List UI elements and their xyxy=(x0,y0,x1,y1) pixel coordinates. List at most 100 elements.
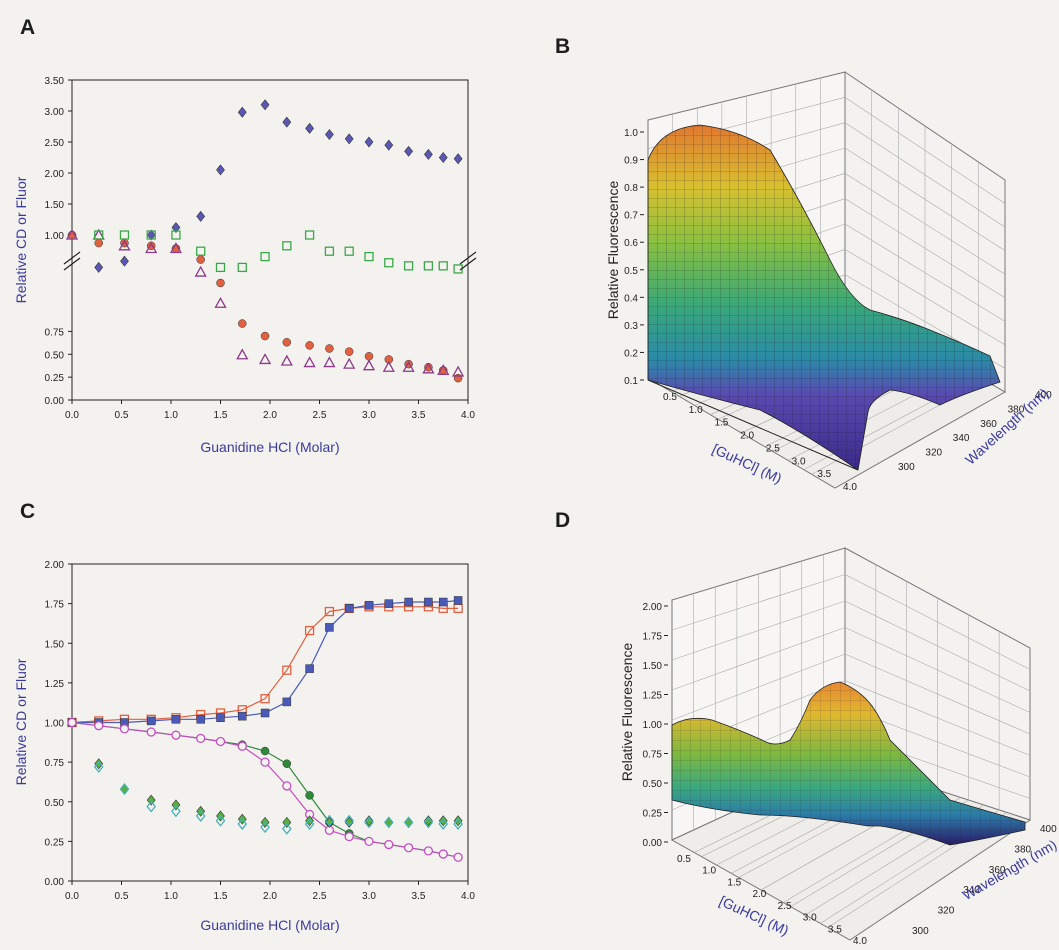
chart-c-point-s3 xyxy=(260,757,270,767)
chart-c-point-s1 xyxy=(424,597,433,607)
chart-a-point-s3 xyxy=(344,246,354,256)
chart-b: 0.1 0.2 0.3 0.4 0.5 0.6 0.7 0.8 0.9 1.0 0.5 1.0 1.5… xyxy=(605,71,1052,493)
chart-d-x-tick: 1.5 xyxy=(727,877,741,888)
chart-a-frame xyxy=(71,79,469,401)
chart-a-point-s0 xyxy=(120,255,129,267)
chart-c-point-s5 xyxy=(438,817,449,830)
chart-a-point-s0 xyxy=(364,136,374,148)
chart-a-point-s3 xyxy=(119,230,130,240)
chart-c-point-s4 xyxy=(424,815,433,827)
chart-a-point-s2 xyxy=(280,354,293,366)
chart-c-point-s4 xyxy=(282,816,292,828)
chart-a-y-tick: 0.25 xyxy=(45,373,65,384)
chart-c-point-s2 xyxy=(305,791,314,800)
chart-b-z-tick: 0.5 xyxy=(624,266,638,277)
axis-break-right xyxy=(459,251,477,271)
chart-a-point-s0 xyxy=(344,133,354,145)
chart-c-point-s1 xyxy=(282,697,292,707)
chart-a-point-s2 xyxy=(65,228,79,240)
chart-a-point-s0 xyxy=(216,164,225,176)
chart-c-x-tick: 0.0 xyxy=(65,891,79,902)
chart-d-y-tick: 360 xyxy=(989,865,1006,876)
chart-c-point-s1 xyxy=(325,623,334,632)
chart-a-x-tick: 2.0 xyxy=(263,410,277,421)
chart-c-point-s5 xyxy=(237,817,248,830)
chart-c-point-s4 xyxy=(438,815,448,827)
chart-a-point-s2 xyxy=(303,356,316,368)
chart-a-point-s1 xyxy=(216,278,225,288)
chart-a-y-tick: 1.00 xyxy=(45,231,65,242)
chart-b-y-tick: 400 xyxy=(1035,390,1052,401)
chart-a-point-s0 xyxy=(260,99,270,111)
chart-a-point-s2 xyxy=(422,362,435,374)
chart-c-point-s4 xyxy=(404,816,413,828)
chart-a-point-s0 xyxy=(94,261,104,273)
chart-c-point-s1 xyxy=(196,715,205,724)
chart-c-x-tick: 3.5 xyxy=(412,891,426,902)
chart-c-point-s3 xyxy=(364,836,374,847)
chart-a-point-s0 xyxy=(146,229,156,241)
chart-a-point-s2 xyxy=(451,365,465,377)
chart-c-x-tick: 2.0 xyxy=(263,891,277,902)
chart-d-x-tick: 2.5 xyxy=(778,901,792,912)
chart-b-y-tick: 300 xyxy=(898,462,915,473)
chart-a-point-s2 xyxy=(236,348,249,360)
chart-b-x-tick: 2.5 xyxy=(766,443,780,454)
chart-a-point-s3 xyxy=(215,262,226,273)
chart-c-point-s4 xyxy=(94,758,104,770)
chart-c-point-s1 xyxy=(238,711,247,721)
chart-c-point-s1 xyxy=(260,708,270,718)
chart-a-point-s0 xyxy=(282,116,292,128)
chart-b-y-tick: 380 xyxy=(1008,404,1025,415)
chart-a-point-s3 xyxy=(423,261,434,271)
chart-d-z-label: Relative Fluorescence xyxy=(619,643,635,782)
chart-c-y-tick: 1.00 xyxy=(45,719,65,730)
chart-a-point-s3 xyxy=(146,230,156,240)
chart-c-point-s4 xyxy=(120,783,129,795)
chart-c-y-tick: 1.75 xyxy=(45,600,65,611)
chart-c-point-s5 xyxy=(403,816,414,829)
chart-b-x-tick: 3.0 xyxy=(792,456,806,467)
chart-c-point-s1 xyxy=(364,600,374,610)
chart-c-point-s4 xyxy=(344,816,354,828)
chart-c-x-tick: 0.5 xyxy=(115,891,129,902)
chart-d-y-tick: 400 xyxy=(1040,824,1057,835)
chart-a-point-s3 xyxy=(438,261,448,271)
chart-a-point-s0 xyxy=(404,145,413,157)
chart-c-point-s3 xyxy=(384,839,394,850)
chart-a-point-s2 xyxy=(118,239,131,251)
chart-c-point-s3 xyxy=(423,846,434,856)
chart-c-series-line-2 xyxy=(71,721,459,858)
chart-a-y-tick: 2.00 xyxy=(45,169,65,180)
chart-b-x-tick: 1.5 xyxy=(714,418,728,429)
chart-d-y-tick: 320 xyxy=(938,906,955,917)
chart-a-point-s3 xyxy=(364,251,374,262)
chart-a-point-s0 xyxy=(438,152,448,163)
chart-b-z-tick: 0.3 xyxy=(624,321,638,332)
chart-b-z-tick: 0.1 xyxy=(624,376,638,387)
chart-c-x-tick: 4.0 xyxy=(461,891,475,902)
chart-c-point-s3 xyxy=(119,724,130,734)
chart-a-point-s2 xyxy=(145,242,158,254)
chart-a-point-s3 xyxy=(304,230,315,240)
chart-a-point-s1 xyxy=(305,341,314,350)
chart-d-x-tick: 3.5 xyxy=(828,924,842,935)
chart-c-point-s1 xyxy=(439,597,448,607)
chart-c-point-s5 xyxy=(119,783,130,796)
chart-c-x-tick: 1.0 xyxy=(164,891,178,902)
chart-a-point-s1 xyxy=(344,347,354,356)
chart-b-x-tick: 1.0 xyxy=(689,405,703,416)
chart-c-point-s4 xyxy=(364,815,374,827)
chart-d: 0.00 0.25 0.50 0.75 1.00 1.25 1.50 1.75 2.00 0.5… xyxy=(619,547,1059,947)
chart-a-point-s2 xyxy=(343,357,356,369)
chart-c-series-line-3 xyxy=(71,721,459,858)
chart-a-x-tick: 3.5 xyxy=(412,410,426,421)
chart-b-x-tick: 4.0 xyxy=(843,482,857,493)
chart-a-point-s0 xyxy=(384,139,394,151)
chart-a-point-s3 xyxy=(324,246,335,256)
chart-c-point-s5 xyxy=(324,814,335,827)
chart-c-point-s3 xyxy=(67,717,77,728)
chart-a-x-label: Guanidine HCl (Molar) xyxy=(200,439,339,455)
chart-c-y-tick: 2.00 xyxy=(45,560,65,571)
